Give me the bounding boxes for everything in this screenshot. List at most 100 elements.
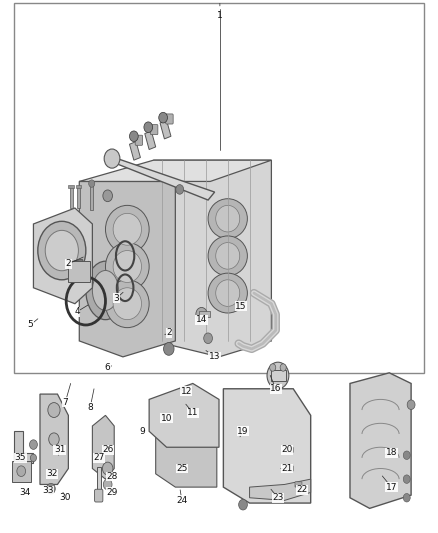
Text: 3: 3 bbox=[113, 294, 119, 303]
Circle shape bbox=[239, 499, 247, 510]
Circle shape bbox=[403, 494, 410, 502]
Polygon shape bbox=[223, 389, 311, 503]
Text: 8: 8 bbox=[87, 403, 93, 412]
Text: 27: 27 bbox=[93, 454, 105, 463]
Text: 17: 17 bbox=[386, 482, 397, 491]
Circle shape bbox=[144, 122, 152, 133]
Text: 23: 23 bbox=[272, 493, 284, 502]
Ellipse shape bbox=[113, 213, 141, 245]
Bar bbox=[76, 184, 81, 188]
Ellipse shape bbox=[106, 205, 149, 253]
Circle shape bbox=[130, 131, 138, 142]
Text: 5: 5 bbox=[28, 320, 33, 329]
Ellipse shape bbox=[208, 236, 247, 276]
Text: 7: 7 bbox=[63, 398, 68, 407]
Circle shape bbox=[17, 466, 25, 477]
Ellipse shape bbox=[113, 288, 141, 320]
Bar bbox=[70, 185, 73, 208]
Circle shape bbox=[159, 112, 167, 123]
Text: 30: 30 bbox=[60, 493, 71, 502]
Circle shape bbox=[163, 343, 174, 356]
Text: 29: 29 bbox=[106, 488, 118, 497]
Circle shape bbox=[403, 451, 410, 459]
Circle shape bbox=[29, 440, 37, 449]
Circle shape bbox=[204, 333, 212, 344]
Circle shape bbox=[38, 221, 86, 280]
Ellipse shape bbox=[208, 199, 247, 239]
Circle shape bbox=[270, 364, 276, 371]
Polygon shape bbox=[73, 265, 82, 270]
Circle shape bbox=[88, 180, 95, 187]
Bar bbox=[68, 261, 90, 282]
Text: 1: 1 bbox=[217, 11, 223, 20]
FancyBboxPatch shape bbox=[135, 135, 143, 146]
Bar bbox=[199, 311, 210, 317]
Polygon shape bbox=[350, 373, 411, 508]
Text: 14: 14 bbox=[196, 315, 207, 324]
Text: 2: 2 bbox=[166, 328, 172, 337]
Ellipse shape bbox=[92, 270, 119, 310]
Circle shape bbox=[103, 479, 112, 490]
Text: 21: 21 bbox=[281, 464, 292, 473]
Polygon shape bbox=[92, 415, 114, 479]
Text: 33: 33 bbox=[42, 486, 53, 495]
FancyBboxPatch shape bbox=[95, 489, 103, 502]
Text: 12: 12 bbox=[180, 387, 192, 396]
Text: 20: 20 bbox=[281, 446, 292, 455]
Bar bbox=[77, 185, 80, 208]
Text: 28: 28 bbox=[106, 472, 118, 481]
Circle shape bbox=[103, 190, 113, 201]
FancyBboxPatch shape bbox=[295, 482, 302, 487]
Polygon shape bbox=[149, 383, 219, 447]
Text: 35: 35 bbox=[14, 454, 26, 463]
Polygon shape bbox=[14, 431, 33, 463]
Polygon shape bbox=[130, 142, 141, 160]
Polygon shape bbox=[33, 208, 92, 304]
Polygon shape bbox=[155, 434, 217, 487]
Polygon shape bbox=[250, 479, 311, 500]
Bar bbox=[12, 461, 31, 482]
Polygon shape bbox=[40, 394, 68, 484]
Circle shape bbox=[176, 184, 184, 194]
Circle shape bbox=[46, 483, 55, 494]
Text: 11: 11 bbox=[187, 408, 198, 417]
Text: 26: 26 bbox=[102, 446, 113, 455]
Text: 34: 34 bbox=[19, 488, 30, 497]
Text: 31: 31 bbox=[54, 446, 65, 455]
Circle shape bbox=[267, 362, 289, 389]
Text: 24: 24 bbox=[176, 496, 187, 505]
Bar bbox=[97, 467, 101, 492]
Text: 9: 9 bbox=[140, 427, 145, 436]
Text: 4: 4 bbox=[74, 307, 80, 316]
Polygon shape bbox=[145, 131, 155, 150]
Circle shape bbox=[49, 433, 59, 446]
Text: 13: 13 bbox=[209, 352, 220, 361]
FancyBboxPatch shape bbox=[286, 466, 293, 471]
Ellipse shape bbox=[113, 251, 141, 282]
Text: 25: 25 bbox=[176, 464, 187, 473]
Circle shape bbox=[196, 308, 207, 321]
Text: 18: 18 bbox=[386, 448, 397, 457]
FancyBboxPatch shape bbox=[286, 447, 293, 453]
Bar bbox=[68, 184, 74, 188]
Ellipse shape bbox=[208, 273, 247, 313]
Circle shape bbox=[45, 230, 78, 271]
Circle shape bbox=[280, 364, 286, 371]
Ellipse shape bbox=[216, 205, 240, 232]
Ellipse shape bbox=[216, 280, 240, 306]
Ellipse shape bbox=[216, 243, 240, 269]
Circle shape bbox=[407, 400, 415, 409]
Text: 22: 22 bbox=[297, 485, 307, 494]
Polygon shape bbox=[160, 120, 171, 139]
Text: 10: 10 bbox=[161, 414, 173, 423]
Ellipse shape bbox=[106, 243, 149, 290]
Text: 32: 32 bbox=[46, 470, 58, 478]
Circle shape bbox=[30, 454, 36, 462]
Circle shape bbox=[48, 402, 60, 417]
Circle shape bbox=[102, 462, 113, 475]
Ellipse shape bbox=[106, 280, 149, 328]
Circle shape bbox=[104, 149, 120, 168]
Polygon shape bbox=[79, 181, 175, 357]
Text: 16: 16 bbox=[270, 384, 282, 393]
Polygon shape bbox=[73, 259, 82, 263]
